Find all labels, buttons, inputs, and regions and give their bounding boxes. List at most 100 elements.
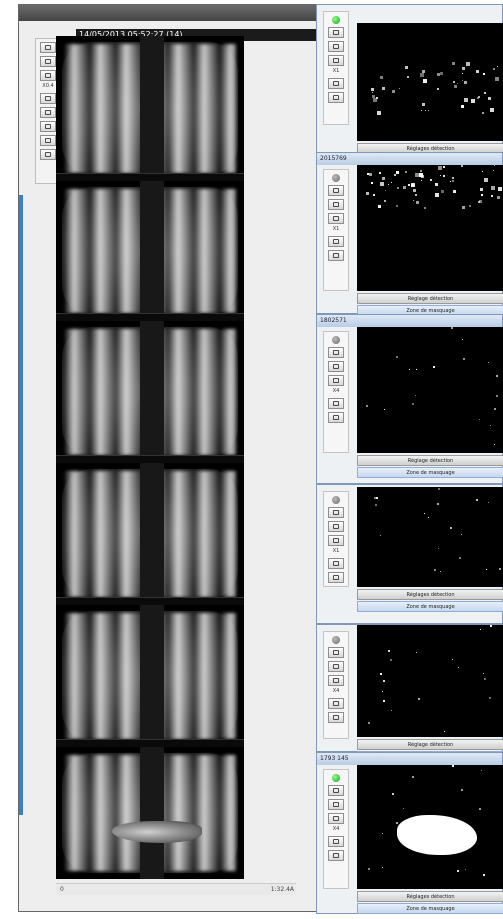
mask-zone-button[interactable]: Zone de masquage [357, 467, 503, 478]
camera-zoom-in-button[interactable] [328, 799, 344, 810]
camera-zoom-in-button[interactable] [328, 41, 344, 52]
camera-snapshot-button[interactable] [328, 558, 344, 569]
camera-settings-button[interactable] [328, 712, 344, 723]
camera-detection-view[interactable] [357, 165, 503, 291]
camera-settings-button[interactable] [328, 250, 344, 261]
detection-speck [419, 173, 423, 177]
detection-speck [462, 339, 463, 340]
next-button[interactable] [40, 121, 56, 132]
camera-zoom-out-button[interactable] [328, 213, 344, 224]
camera-zoom-out-button[interactable] [328, 375, 344, 386]
detection-speck [403, 808, 404, 809]
camera-panel-title[interactable]: 1802571 [317, 315, 502, 327]
camera-detection-view[interactable] [357, 327, 503, 453]
image-strip[interactable] [56, 36, 244, 879]
detection-settings-button[interactable]: Réglages détection [357, 891, 503, 902]
center-pole [140, 747, 164, 879]
detection-speck [461, 534, 462, 535]
video-frame[interactable] [56, 181, 244, 321]
camera-snapshot-button[interactable] [328, 398, 344, 409]
camera-fit-button[interactable] [328, 785, 344, 796]
camera-zoom-in-button[interactable] [328, 361, 344, 372]
mask-zone-button[interactable]: Zone de masquage [357, 601, 503, 612]
detection-speck [464, 98, 468, 102]
detection-speck [396, 356, 398, 358]
camera-status-led [332, 16, 340, 24]
camera-snapshot-button[interactable] [328, 236, 344, 247]
camera-zoom-out-button[interactable] [328, 813, 344, 824]
camera-panel: X1 Réglages détection Zone de masquage [316, 484, 503, 624]
settings-button[interactable] [40, 135, 56, 146]
gear-icon [333, 715, 339, 720]
previous-button[interactable] [40, 107, 56, 118]
fit-view-button[interactable] [40, 42, 56, 53]
camera-panel-title[interactable]: 2015769 [317, 153, 502, 165]
zoom-in-button[interactable] [40, 56, 56, 67]
camera-fit-button[interactable] [328, 347, 344, 358]
detection-speck [452, 62, 455, 65]
camera-zoom-in-button[interactable] [328, 521, 344, 532]
arrow-right-icon [45, 124, 51, 129]
camera-fit-button[interactable] [328, 185, 344, 196]
detection-speck [382, 691, 383, 692]
mask-zone-button[interactable]: Zone de masquage [357, 903, 503, 914]
video-frame[interactable] [56, 36, 244, 181]
video-frame[interactable] [56, 747, 244, 879]
detection-speck [390, 659, 392, 661]
camera-icon [333, 839, 339, 844]
camera-detection-view[interactable] [357, 487, 503, 587]
video-frame[interactable] [56, 463, 244, 605]
camera-icon [333, 239, 339, 244]
detection-speck [428, 110, 429, 111]
detection-speck [380, 673, 382, 675]
detection-speck [405, 171, 407, 173]
camera-detection-view[interactable] [357, 625, 503, 737]
camera-fit-button[interactable] [328, 647, 344, 658]
camera-settings-button[interactable] [328, 412, 344, 423]
zoom-out-button[interactable] [40, 70, 56, 81]
detection-speck [479, 808, 481, 810]
camera-settings-button[interactable] [328, 92, 344, 103]
camera-fit-button[interactable] [328, 507, 344, 518]
camera-settings-button[interactable] [328, 572, 344, 583]
main-window-titlebar[interactable] [19, 5, 317, 21]
detection-speck [457, 870, 459, 872]
detection-speck [482, 171, 483, 172]
detection-settings-button[interactable]: Réglage détection [357, 455, 503, 466]
frame-rim [56, 739, 244, 747]
camera-snapshot-button[interactable] [328, 836, 344, 847]
detection-speck [450, 181, 451, 182]
camera-settings-button[interactable] [328, 850, 344, 861]
camera-panel-title[interactable]: 1793 145 [317, 753, 502, 765]
detection-speck [471, 99, 475, 103]
detection-speck [490, 625, 492, 627]
camera-detection-view[interactable] [357, 23, 503, 141]
detection-speck [380, 182, 384, 186]
gear-icon [333, 95, 339, 100]
video-frame[interactable] [56, 605, 244, 747]
detection-speck [379, 172, 381, 174]
zoom-in-icon [333, 802, 339, 807]
detection-settings-button[interactable]: Réglages détection [357, 589, 503, 600]
camera-snapshot-button[interactable] [328, 698, 344, 709]
camera-zoom-in-button[interactable] [328, 661, 344, 672]
camera-detection-view[interactable] [357, 765, 503, 889]
detection-settings-button[interactable]: Réglage détection [357, 293, 503, 304]
camera-zoom-out-button[interactable] [328, 535, 344, 546]
detection-settings-button[interactable]: Réglage détection [357, 739, 503, 750]
zoom-out-icon [333, 538, 339, 543]
detection-speck [494, 165, 495, 166]
camera-panel: 2015769 X1 Réglage détection Zone de mas… [316, 152, 503, 316]
detection-speck [496, 375, 498, 377]
camera-zoom-out-button[interactable] [328, 675, 344, 686]
detection-speck [384, 409, 385, 410]
camera-zoom-in-button[interactable] [328, 199, 344, 210]
video-frame[interactable] [56, 321, 244, 463]
export-button[interactable] [40, 149, 56, 160]
zoom-out-icon [333, 678, 339, 683]
detection-speck [366, 405, 368, 407]
snapshot-button[interactable] [40, 93, 56, 104]
camera-fit-button[interactable] [328, 27, 344, 38]
camera-snapshot-button[interactable] [328, 78, 344, 89]
camera-zoom-out-button[interactable] [328, 55, 344, 66]
